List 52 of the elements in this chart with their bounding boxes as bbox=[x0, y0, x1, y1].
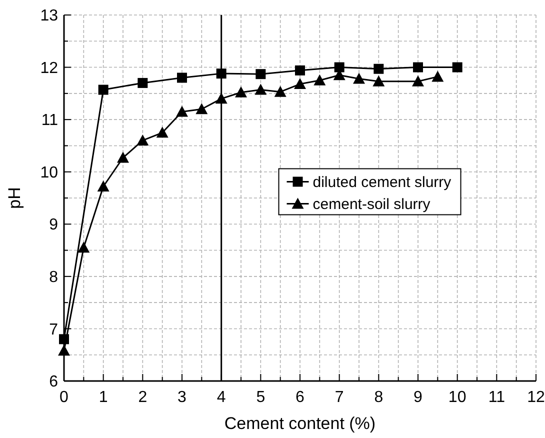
point bbox=[97, 180, 110, 192]
x-tick-label: 4 bbox=[216, 389, 226, 406]
y-axis-title: pH bbox=[5, 187, 24, 209]
y-tick-label: 11 bbox=[41, 112, 58, 130]
point bbox=[216, 68, 226, 79]
point bbox=[314, 74, 326, 86]
point bbox=[452, 62, 462, 72]
point bbox=[254, 84, 267, 95]
y-tick-label: 7 bbox=[49, 321, 58, 338]
point bbox=[136, 134, 149, 146]
x-tick-label: 11 bbox=[488, 389, 506, 406]
point bbox=[117, 152, 129, 163]
x-axis-title: Cement content (%) bbox=[224, 414, 376, 433]
x-tick-label: 5 bbox=[256, 389, 266, 406]
point bbox=[177, 72, 187, 83]
point bbox=[274, 86, 286, 97]
x-tick-label: 6 bbox=[296, 389, 305, 406]
point bbox=[215, 92, 228, 104]
y-tick-label: 6 bbox=[49, 374, 58, 391]
point bbox=[372, 75, 385, 86]
x-tick-label: 10 bbox=[448, 389, 466, 406]
point bbox=[138, 78, 148, 88]
point bbox=[235, 86, 247, 98]
legend-label: cement-soil slurry bbox=[312, 196, 431, 213]
point bbox=[98, 84, 108, 95]
x-tick-label: 0 bbox=[60, 389, 69, 406]
y-tick-label: 8 bbox=[49, 269, 58, 286]
point bbox=[295, 65, 305, 76]
legend-label: diluted cement slurry bbox=[312, 174, 452, 191]
x-tick-label: 1 bbox=[98, 389, 108, 406]
point bbox=[412, 75, 424, 86]
point bbox=[156, 126, 168, 138]
point bbox=[78, 242, 90, 253]
point bbox=[353, 72, 365, 84]
y-tick-label: 10 bbox=[40, 164, 58, 182]
point bbox=[432, 70, 444, 82]
x-tick-label: 12 bbox=[527, 389, 545, 406]
x-tick-label: 2 bbox=[138, 389, 148, 406]
x-tick-label: 9 bbox=[414, 389, 423, 406]
point bbox=[176, 106, 188, 117]
y-tick-label: 12 bbox=[40, 60, 58, 77]
y-tick-label: 13 bbox=[40, 8, 58, 25]
x-tick-label: 8 bbox=[374, 389, 384, 406]
point bbox=[413, 62, 423, 72]
point bbox=[294, 78, 306, 90]
point bbox=[374, 64, 384, 74]
point bbox=[196, 103, 208, 114]
y-tick-label: 9 bbox=[49, 216, 58, 234]
point bbox=[334, 62, 344, 72]
x-tick-label: 7 bbox=[334, 389, 344, 406]
x-tick-label: 3 bbox=[178, 389, 187, 406]
point bbox=[256, 69, 266, 80]
